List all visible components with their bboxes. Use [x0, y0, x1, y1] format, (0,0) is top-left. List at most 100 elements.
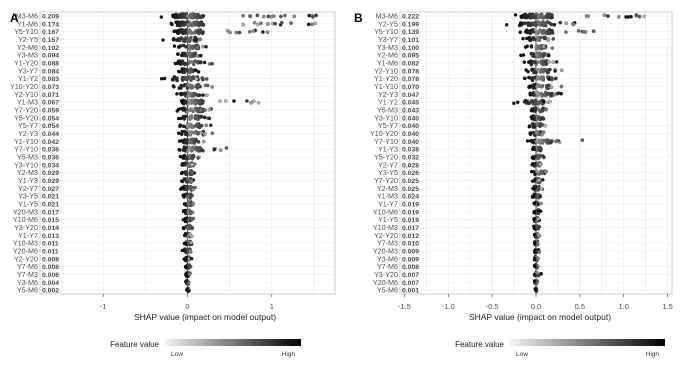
shap-point	[194, 137, 198, 142]
feature-label: Y1-Y5	[378, 215, 398, 224]
shap-point	[176, 45, 181, 49]
shap-point	[192, 13, 197, 18]
shap-point	[534, 52, 539, 57]
panel-b: M3-M6 0.222 Y2-Y5 0.199 Y5-Y10 0.139 Y3-Y7 0.10…	[354, 11, 673, 358]
shap-point	[532, 241, 537, 246]
feature-label: Y2-Y3	[378, 90, 398, 99]
shap-point	[549, 22, 554, 27]
shap-point	[531, 140, 536, 145]
shap-point	[175, 92, 179, 96]
shap-point	[184, 171, 188, 175]
feature-label: Y7-Y10	[14, 145, 38, 154]
shap-point	[525, 36, 529, 41]
mean-shap-value: 0.012	[402, 233, 419, 240]
mean-shap-value: 0.209	[42, 14, 59, 21]
mean-shap-value: 0.199	[402, 21, 419, 28]
shap-point	[171, 77, 175, 81]
mean-shap-value: 0.157	[42, 37, 59, 44]
shap-point	[530, 179, 535, 183]
shap-point	[196, 83, 201, 88]
shap-point	[552, 22, 557, 27]
shap-point	[199, 130, 203, 135]
shap-point	[197, 28, 201, 32]
shap-point	[181, 28, 185, 33]
mean-shap-value: 0.071	[42, 92, 59, 99]
feature-label: Y1-M3	[17, 98, 38, 107]
shap-point	[537, 44, 542, 49]
shap-point	[182, 226, 186, 231]
shap-point	[550, 139, 554, 143]
shap-point	[533, 102, 537, 106]
shap-point	[190, 148, 195, 153]
mean-shap-value: 0.034	[42, 162, 59, 169]
mean-shap-value: 0.019	[402, 209, 419, 216]
shap-point	[528, 92, 532, 96]
mean-shap-value: 0.067	[42, 100, 59, 107]
shap-point	[182, 108, 186, 112]
shap-point	[519, 53, 523, 58]
x-axis-label: SHAP value (impact on model output)	[134, 312, 276, 322]
feature-label: Y5-Y20	[14, 113, 38, 122]
shap-point	[532, 272, 537, 277]
shap-point	[177, 148, 182, 152]
feature-label: Y7-Y20	[374, 176, 398, 185]
shap-point	[189, 240, 194, 245]
shap-point	[539, 271, 543, 276]
shap-point	[190, 98, 194, 102]
shap-point	[544, 169, 549, 174]
shap-point	[171, 14, 176, 18]
shap-point	[199, 123, 204, 128]
mean-shap-value: 0.101	[402, 37, 419, 44]
shap-point	[189, 124, 193, 128]
shap-point	[184, 241, 188, 246]
shap-point	[193, 185, 197, 190]
shap-point	[181, 156, 185, 160]
shap-point	[182, 23, 186, 27]
shap-point	[532, 86, 536, 90]
shap-point	[188, 75, 192, 79]
shap-point	[518, 21, 523, 25]
shap-point	[210, 61, 214, 66]
shap-point	[536, 209, 541, 213]
mean-shap-value: 0.174	[42, 21, 59, 28]
shap-point	[197, 99, 201, 103]
shap-point	[536, 217, 541, 221]
shap-point	[180, 132, 184, 136]
feature-label: Y7-M6	[17, 262, 38, 271]
feature-label: Y5-Y20	[374, 153, 398, 162]
shap-point	[179, 179, 184, 183]
shap-point	[539, 35, 543, 40]
shap-point	[532, 54, 536, 58]
mean-shap-value: 0.045	[402, 100, 419, 107]
shap-point	[534, 31, 539, 35]
mean-shap-value: 0.082	[402, 61, 419, 68]
shap-point	[529, 21, 534, 26]
feature-label: Y2-Y20	[14, 254, 38, 263]
mean-shap-value: 0.026	[402, 170, 419, 177]
shap-point	[552, 92, 557, 97]
shap-point	[193, 68, 198, 73]
panel-letter: A	[10, 11, 19, 25]
shap-point	[187, 264, 192, 269]
feature-label: M3-M6	[16, 12, 38, 21]
feature-label: Y2-Y5	[378, 19, 398, 28]
shap-point	[549, 85, 554, 90]
shap-point	[534, 130, 539, 134]
shap-point	[187, 59, 191, 63]
feature-label: Y1-Y3	[378, 145, 398, 154]
shap-point	[528, 84, 532, 88]
shap-point	[245, 99, 249, 103]
shap-point	[533, 106, 537, 110]
shap-point	[606, 14, 610, 18]
shap-point	[538, 194, 543, 199]
shap-point	[533, 61, 537, 65]
mean-shap-value: 0.042	[42, 139, 59, 146]
shap-point	[187, 91, 191, 95]
shap-point	[183, 140, 187, 144]
shap-point	[212, 147, 217, 152]
mean-shap-value: 0.008	[42, 264, 59, 271]
feature-label: Y7-M3	[17, 270, 38, 279]
shap-point	[526, 21, 531, 25]
mean-shap-value: 0.028	[402, 162, 419, 169]
shap-point	[218, 148, 223, 152]
